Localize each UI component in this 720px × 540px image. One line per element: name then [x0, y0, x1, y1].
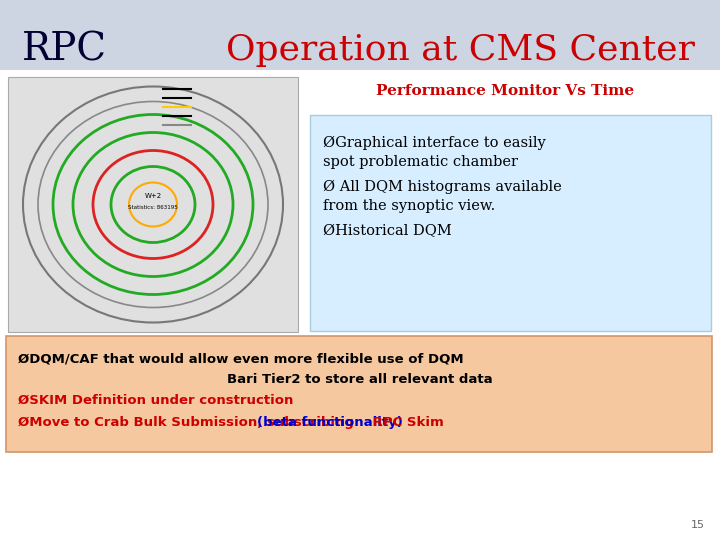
Text: Ø All DQM histograms available: Ø All DQM histograms available: [323, 180, 562, 194]
FancyBboxPatch shape: [0, 0, 720, 70]
Text: ØSKIM Definition under construction: ØSKIM Definition under construction: [18, 394, 293, 407]
Text: Performance Monitor Vs Time: Performance Monitor Vs Time: [376, 84, 634, 98]
Text: RPC Skim: RPC Skim: [368, 416, 444, 429]
Text: ØDQM/CAF that would allow even more flexible use of DQM: ØDQM/CAF that would allow even more flex…: [18, 352, 464, 365]
Text: Statistics: 863195: Statistics: 863195: [128, 205, 178, 210]
Text: ØMove to Crab Bulk Submission, subscribing: ØMove to Crab Bulk Submission, subscribi…: [18, 416, 359, 429]
Text: 15: 15: [691, 520, 705, 530]
Text: (beta functionality): (beta functionality): [256, 416, 402, 429]
FancyBboxPatch shape: [8, 77, 298, 332]
Text: W+2: W+2: [145, 193, 161, 199]
Text: from the synoptic view.: from the synoptic view.: [323, 199, 495, 213]
Text: spot problematic chamber: spot problematic chamber: [323, 155, 518, 169]
Text: Operation at CMS Center: Operation at CMS Center: [225, 33, 694, 67]
FancyBboxPatch shape: [6, 336, 712, 452]
Text: ØHistorical DQM: ØHistorical DQM: [323, 224, 451, 238]
FancyBboxPatch shape: [310, 115, 711, 331]
Text: ØGraphical interface to easily: ØGraphical interface to easily: [323, 136, 546, 150]
Text: Bari Tier2 to store all relevant data: Bari Tier2 to store all relevant data: [228, 373, 492, 386]
Text: RPC: RPC: [22, 31, 107, 69]
